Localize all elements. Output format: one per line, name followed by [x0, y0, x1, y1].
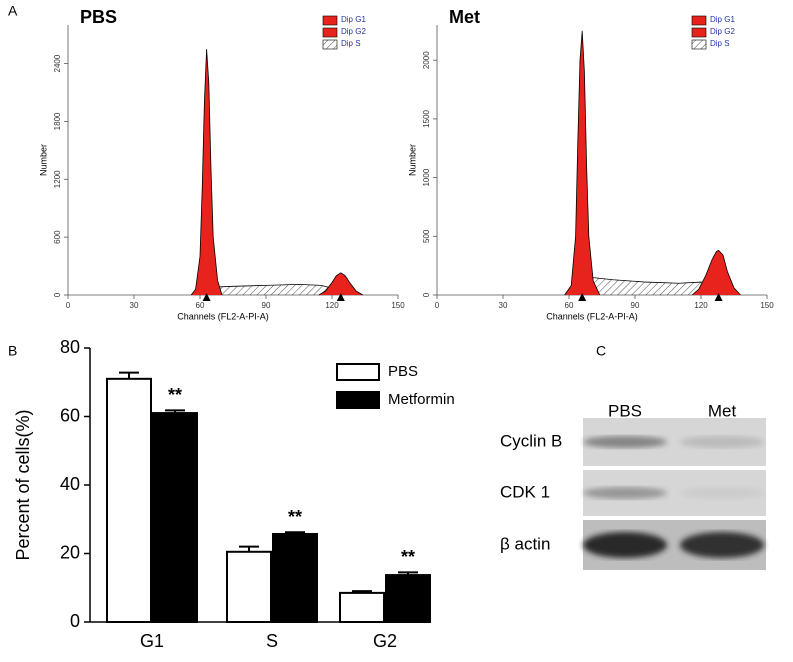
- legend-label: Dip G1: [710, 15, 735, 24]
- y-tick-label: 1800: [53, 112, 62, 130]
- peak-outline: [691, 249, 741, 296]
- error-bar: [285, 531, 305, 534]
- peak-area: [191, 49, 222, 295]
- bar: [385, 574, 431, 624]
- y-axis-label: Number: [38, 144, 48, 176]
- error-bar: [398, 571, 418, 576]
- legend-label: Dip G2: [710, 27, 735, 36]
- x-tick-label: 90: [631, 301, 640, 310]
- x-axis-label: Channels (FL2-A-PI-A): [546, 311, 638, 321]
- legend-swatch: [691, 39, 707, 50]
- panel-label: A: [8, 3, 18, 19]
- peak-marker: [578, 293, 587, 301]
- chart-title: PBS: [80, 7, 117, 27]
- legend-label: Metformin: [388, 391, 455, 408]
- band: [583, 532, 667, 558]
- y-tick-label: 2400: [53, 54, 62, 72]
- y-tick-label: 0: [53, 292, 62, 297]
- peak-area: [195, 284, 350, 295]
- x-tick-label: 150: [760, 301, 774, 310]
- legend-label: Dip G2: [341, 27, 366, 36]
- legend-swatch: [336, 363, 380, 381]
- legend-label: Dip S: [710, 39, 730, 48]
- panel-label: C: [596, 343, 606, 359]
- x-tick-label: 150: [391, 301, 405, 310]
- band: [583, 487, 667, 499]
- peak-outline: [190, 49, 223, 296]
- y-axis-label: Percent of cells(%): [13, 409, 33, 560]
- y-tick-label: 0: [70, 611, 80, 631]
- peak-area: [569, 277, 728, 295]
- significance: **: [168, 385, 182, 405]
- legend-swatch: [336, 391, 380, 409]
- y-tick-label: 1000: [422, 168, 431, 186]
- bar: [226, 550, 272, 623]
- x-tick-label: 120: [325, 301, 339, 310]
- peak-marker: [714, 293, 723, 301]
- legend-label: Dip S: [341, 39, 361, 48]
- y-tick-label: 1500: [422, 109, 431, 127]
- x-tick-label: 60: [565, 301, 574, 310]
- peak-marker: [202, 293, 211, 301]
- row-label: CDK 1: [500, 482, 550, 501]
- band: [680, 436, 764, 448]
- y-tick-label: 0: [422, 292, 431, 297]
- legend-label: Dip G1: [341, 15, 366, 24]
- error-bar: [239, 545, 259, 552]
- band: [583, 436, 667, 448]
- bar: [106, 377, 152, 624]
- legend-swatch: [691, 27, 707, 38]
- bar: [339, 591, 385, 624]
- peak-outline: [318, 272, 364, 296]
- peak-area: [564, 30, 600, 295]
- chart-title: Met: [449, 7, 480, 27]
- x-tick-label: G1: [140, 631, 164, 651]
- row-label: β actin: [500, 534, 550, 553]
- legend-label: PBS: [388, 363, 418, 380]
- x-tick-label: G2: [373, 631, 397, 651]
- legend-swatch: [322, 27, 338, 38]
- y-tick-label: 60: [60, 405, 80, 425]
- bar: [152, 412, 198, 624]
- x-tick-label: 90: [262, 301, 271, 310]
- x-tick-label: S: [266, 631, 278, 651]
- x-tick-label: 30: [130, 301, 139, 310]
- band: [680, 487, 764, 499]
- row-label: Cyclin B: [500, 431, 562, 450]
- peak-area: [692, 250, 741, 295]
- lane-label: Met: [708, 401, 737, 420]
- x-tick-label: 120: [694, 301, 708, 310]
- y-tick-label: 2000: [422, 51, 431, 69]
- significance: **: [288, 507, 302, 527]
- legend-swatch: [322, 39, 338, 50]
- x-tick-label: 0: [435, 301, 440, 310]
- y-tick-label: 1200: [53, 170, 62, 188]
- panel-label: B: [8, 343, 17, 359]
- y-tick-label: 40: [60, 474, 80, 494]
- y-axis-label: Number: [407, 144, 417, 176]
- error-bar: [352, 590, 372, 593]
- band: [680, 532, 764, 558]
- peak-outline: [564, 30, 601, 296]
- legend-swatch: [322, 15, 338, 26]
- y-tick-label: 500: [422, 229, 431, 243]
- lane-label: PBS: [608, 401, 642, 420]
- peak-marker: [336, 293, 345, 301]
- y-tick-label: 80: [60, 337, 80, 357]
- error-bar: [119, 371, 139, 379]
- y-tick-label: 20: [60, 542, 80, 562]
- x-tick-label: 60: [196, 301, 205, 310]
- error-bar: [165, 409, 185, 414]
- peak-area: [318, 272, 363, 295]
- y-tick-label: 600: [53, 230, 62, 244]
- significance: **: [401, 547, 415, 567]
- x-axis-label: Channels (FL2-A-PI-A): [177, 311, 269, 321]
- x-tick-label: 30: [499, 301, 508, 310]
- legend-swatch: [691, 15, 707, 26]
- x-tick-label: 0: [66, 301, 71, 310]
- bar: [272, 532, 318, 623]
